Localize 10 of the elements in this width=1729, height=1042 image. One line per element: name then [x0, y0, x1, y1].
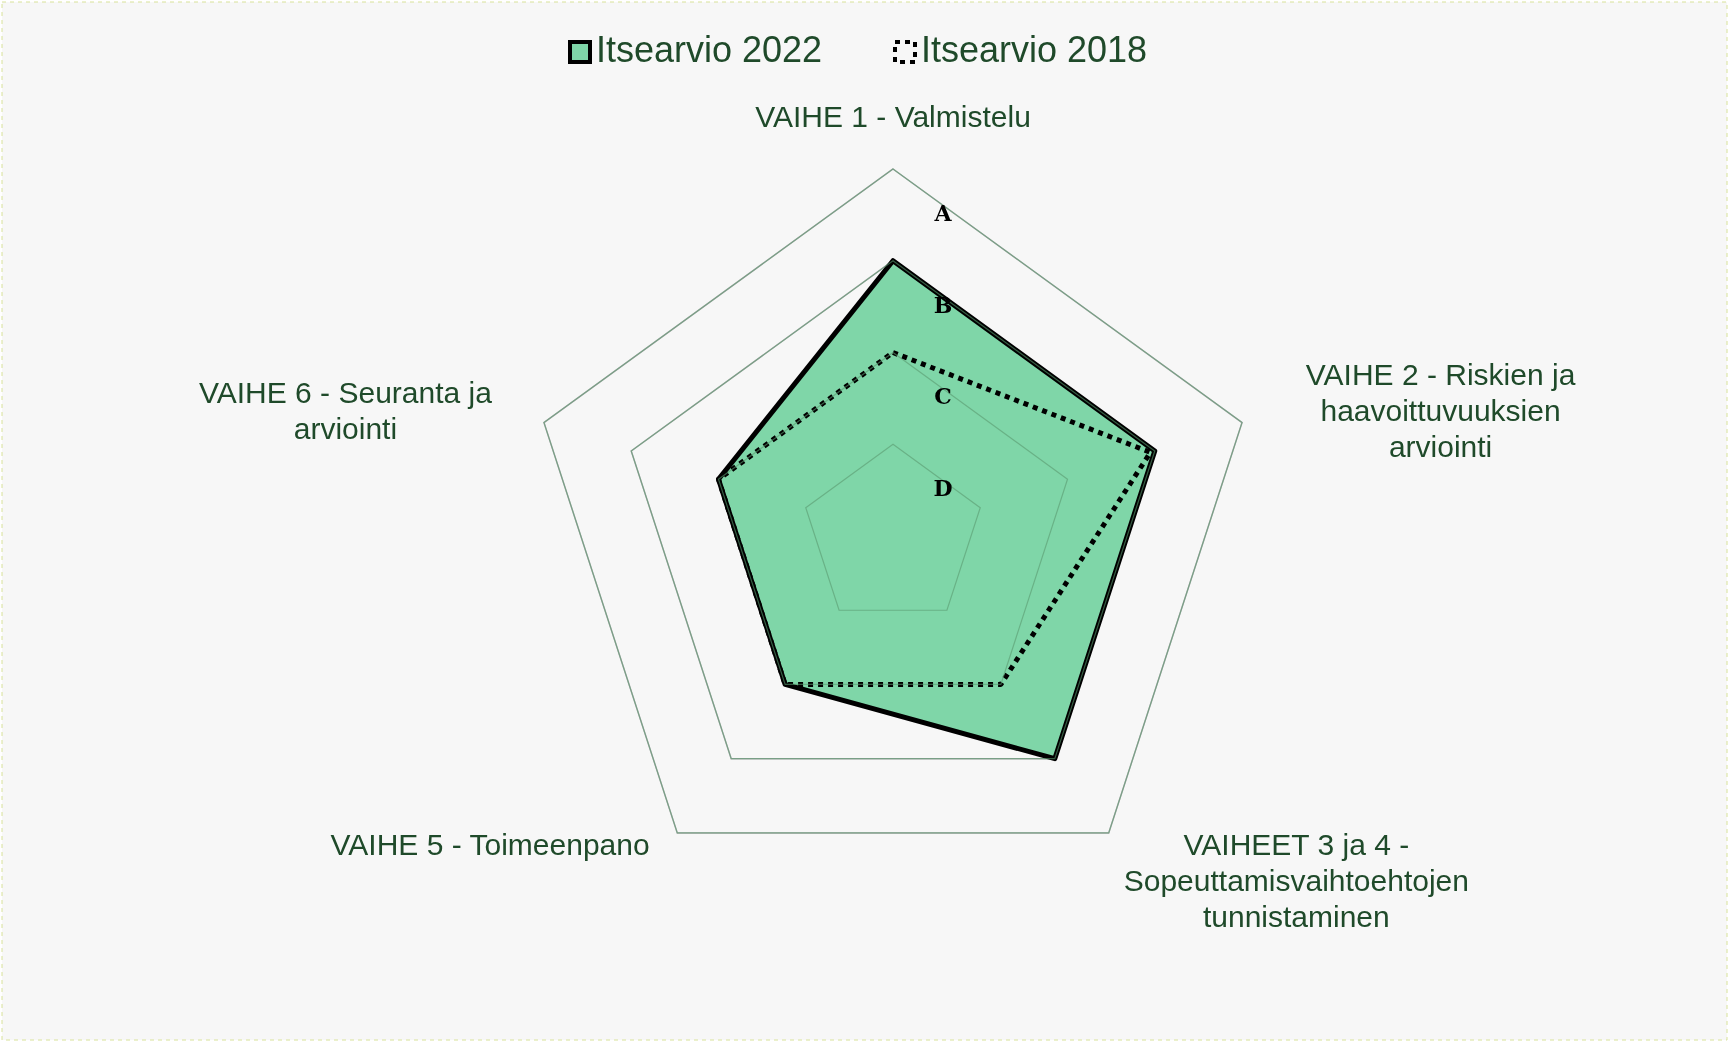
y-tick-label: C	[934, 383, 952, 410]
spoke-label: VAIHE 1 - Valmistelu	[755, 99, 1031, 133]
spoke-label: VAIHE 2 - Riskien ja haavoittuvuuksien arviointi	[1305, 358, 1576, 464]
y-tick-label: A	[933, 199, 953, 226]
spoke-label: VAIHE 5 - Toimeenpano	[330, 828, 650, 862]
spoke-label: VAIHE 6 - Seuranta ja arviointi	[198, 376, 493, 446]
legend-label: Itsearvio 2022	[596, 28, 823, 70]
y-tick-label: D	[933, 475, 953, 502]
legend-label: Itsearvio 2018	[921, 28, 1148, 70]
spoke-label: VAIHEET 3 ja 4 - Sopeuttamisvaihtoehtojen tunnistaminen	[1123, 828, 1469, 934]
